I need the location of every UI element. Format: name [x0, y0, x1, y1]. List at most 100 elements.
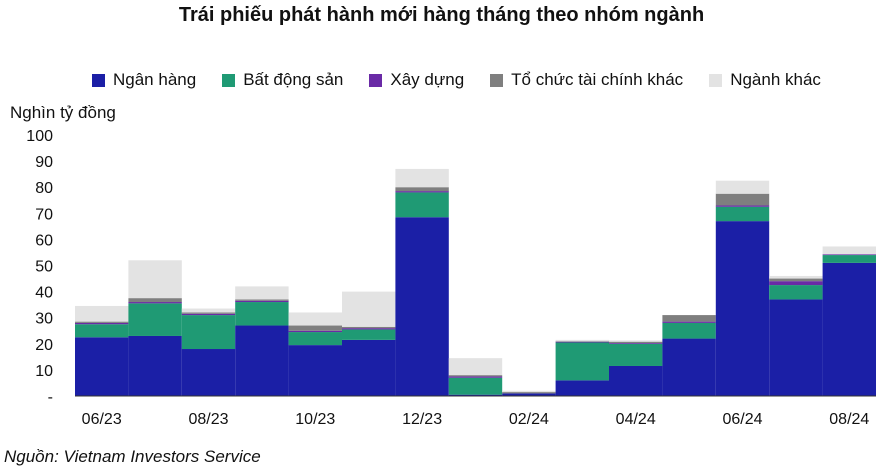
- bar-segment-09-23-series-0: [235, 325, 289, 396]
- bar-segment-08-24-series-0: [822, 262, 876, 396]
- bar-segment-06-23-series-2: [75, 322, 129, 325]
- legend-swatch-to-chuc-tai-chinh-khac: [490, 73, 504, 87]
- bar-segment-10-23-series-0: [288, 345, 342, 396]
- x-tick-label: 10/23: [295, 411, 335, 428]
- x-tick-label: 12/23: [402, 411, 442, 428]
- bar-segment-07-23-series-3: [128, 298, 182, 303]
- y-tick-label: 60: [35, 232, 53, 249]
- bar-segment-11-23-series-1: [342, 329, 396, 340]
- legend-label-to-chuc-tai-chinh-khac: Tổ chức tài chính khác: [511, 70, 684, 89]
- bar-segment-09-23-series-2: [235, 300, 289, 303]
- bar-segment-12-23-series-2: [395, 191, 449, 193]
- bar-segment-03-24-series-1: [555, 342, 609, 381]
- x-tick-label: 06/23: [82, 411, 122, 428]
- y-tick-label: 10: [35, 363, 53, 380]
- legend-label-nganh-khac: Ngành khác: [730, 70, 821, 89]
- bar-segment-07-24-series-2: [769, 281, 823, 286]
- legend-swatch-xay-dung: [369, 73, 383, 87]
- x-tick-label: 04/24: [616, 411, 656, 428]
- bar-segment-08-24-series-4: [822, 246, 876, 255]
- bar-segment-06-24-series-0: [715, 221, 770, 396]
- legend-swatch-ngan-hang: [92, 73, 105, 87]
- bar-segment-03-24-series-3: [555, 341, 609, 342]
- bar-segment-07-24-series-1: [769, 285, 823, 300]
- bar-segment-11-23-series-4: [342, 291, 396, 327]
- chart-title: Trái phiếu phát hành mới hàng tháng theo…: [178, 4, 705, 26]
- legend-item-bat-dong-san: Bất động sản: [222, 70, 343, 90]
- bar-segment-08-23-series-3: [181, 312, 236, 314]
- bar-segment-12-23-series-4: [395, 168, 449, 188]
- bar-segment-03-24-series-0: [555, 380, 609, 396]
- legend-item-xay-dung: Xây dựng: [369, 70, 464, 90]
- bar-segment-08-23-series-2: [181, 313, 236, 316]
- legend-label-ngan-hang: Ngân hàng: [113, 70, 197, 89]
- bar-segment-04-24-series-3: [609, 341, 663, 344]
- y-tick-label: -: [48, 389, 53, 406]
- bar-segment-06-23-series-4: [75, 305, 129, 322]
- bar-segment-01-24-series-0: [448, 394, 503, 396]
- bar-segment-04-24-series-1: [609, 343, 663, 366]
- bar-segment-10-23-series-4: [288, 312, 342, 326]
- bar-segment-12-23-series-1: [395, 192, 449, 218]
- bar-segment-02-24-series-4: [502, 390, 556, 393]
- y-tick-label: 50: [35, 259, 53, 276]
- bar-segment-01-24-series-4: [448, 358, 503, 376]
- legend-item-ngan-hang: Ngân hàng: [92, 70, 196, 90]
- y-tick-label: 30: [35, 311, 53, 328]
- bar-segment-04-24-series-4: [609, 340, 663, 342]
- bar-segment-07-23-series-1: [128, 303, 182, 336]
- y-tick-label: 100: [26, 128, 53, 145]
- bar-segment-06-23-series-1: [75, 324, 129, 338]
- bar-segment-02-24-series-0: [502, 393, 556, 396]
- legend-item-to-chuc-tai-chinh-khac: Tổ chức tài chính khác: [490, 70, 683, 90]
- y-tick-label: 80: [35, 180, 53, 197]
- bar-segment-06-24-series-4: [715, 180, 770, 194]
- bar-segment-01-24-series-1: [448, 377, 503, 395]
- bar-segment-02-24-series-3: [502, 392, 556, 394]
- y-tick-label: 40: [35, 285, 53, 302]
- bar-segment-05-24-series-1: [662, 322, 716, 339]
- bar-segment-05-24-series-0: [662, 338, 716, 396]
- y-tick-label: 20: [35, 337, 53, 354]
- x-tick-label: 02/24: [509, 411, 549, 428]
- bar-segment-06-24-series-2: [715, 205, 770, 207]
- bar-segment-11-23-series-3: [342, 326, 396, 329]
- bar-segment-01-24-series-2: [448, 376, 503, 378]
- legend-swatch-nganh-khac: [709, 73, 723, 87]
- bar-segment-08-24-series-1: [822, 255, 876, 263]
- y-tick-label: 90: [35, 154, 53, 171]
- y-axis-unit-label: Nghìn tỷ đồng: [10, 103, 116, 122]
- bar-segment-04-24-series-2: [609, 343, 663, 344]
- bar-segment-09-23-series-3: [235, 299, 289, 301]
- bar-segment-07-24-series-0: [769, 299, 823, 396]
- bar-segment-09-23-series-1: [235, 302, 289, 326]
- x-tick-label: 06/24: [722, 411, 762, 428]
- x-tick-label: 08/23: [188, 411, 228, 428]
- bar-segment-01-24-series-3: [448, 375, 503, 377]
- bar-segment-08-23-series-0: [181, 349, 236, 396]
- bar-segment-08-23-series-4: [181, 308, 236, 313]
- legend-label-bat-dong-san: Bất động sản: [243, 70, 344, 89]
- bar-segment-06-24-series-3: [715, 193, 770, 206]
- bar-segment-12-23-series-3: [395, 187, 449, 192]
- legend-label-xay-dung: Xây dựng: [390, 70, 465, 89]
- y-tick-label: 70: [35, 206, 53, 223]
- chart-legend: Ngân hàng Bất động sản Xây dựng Tổ chức …: [92, 68, 821, 92]
- bar-segment-10-23-series-3: [288, 325, 342, 331]
- x-tick-label: 08/24: [829, 411, 869, 428]
- bar-segment-08-24-series-2: [822, 254, 876, 256]
- bar-segment-11-23-series-0: [342, 339, 396, 396]
- legend-swatch-bat-dong-san: [222, 73, 236, 87]
- bar-segment-07-24-series-4: [769, 275, 823, 279]
- bar-segment-03-24-series-4: [555, 339, 609, 342]
- bar-segment-05-24-series-2: [662, 321, 716, 323]
- bar-segment-03-24-series-2: [555, 341, 609, 343]
- bar-segment-06-24-series-1: [715, 206, 770, 222]
- bar-segment-06-23-series-0: [75, 337, 129, 396]
- bar-segment-04-24-series-0: [609, 365, 663, 396]
- bar-segment-07-23-series-0: [128, 335, 182, 396]
- bar-segment-10-23-series-2: [288, 330, 342, 333]
- legend-item-nganh-khac: Ngành khác: [709, 70, 821, 90]
- bar-segment-07-24-series-3: [769, 278, 823, 282]
